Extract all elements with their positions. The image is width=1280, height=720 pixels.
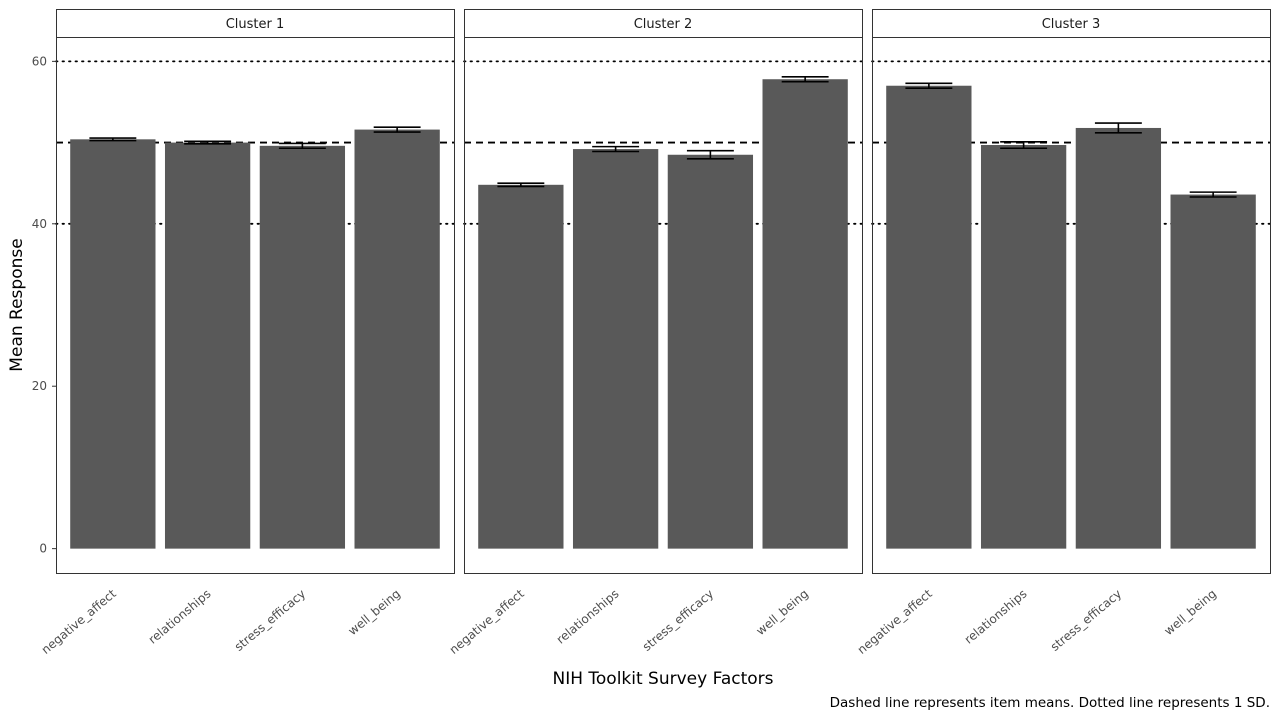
error-bar [781, 75, 829, 83]
bar-negative_affect [70, 139, 156, 549]
x-tick-label: well_being [1161, 587, 1219, 638]
panel-1: Cluster 1 negative_affect relationships str… [39, 9, 455, 657]
facet-strip-label: Cluster 3 [1042, 17, 1101, 32]
x-axis-title: NIH Toolkit Survey Factors [552, 669, 773, 689]
y-tick-label: 60 [32, 54, 47, 68]
error-bar [497, 182, 545, 188]
panel-border [56, 37, 455, 574]
error-bar [1094, 122, 1142, 134]
facet-strip [464, 9, 863, 38]
x-tick-label: stress_efficacy [640, 587, 717, 654]
bar-relationships [572, 149, 659, 549]
panel-border [872, 37, 1271, 574]
y-axis-title: Mean Response [7, 238, 27, 371]
bar-well_being [762, 79, 848, 549]
y-tick-label: 0 [39, 542, 47, 556]
error-bar [278, 142, 326, 150]
bar-well_being [1170, 194, 1256, 549]
x-tick-label: negative_affect [39, 586, 119, 657]
x-tick-label: relationships [554, 587, 622, 647]
error-bar [592, 145, 640, 153]
error-bar [1000, 140, 1048, 150]
y-tick-label: 20 [32, 379, 47, 393]
error-bar [686, 149, 734, 160]
error-bar [1189, 191, 1237, 198]
y-axis: 0 20 40 60 [32, 54, 56, 556]
facet-strip [872, 9, 1271, 38]
error-bar [89, 137, 137, 142]
facet-strip [56, 9, 455, 38]
bar-negative_affect [478, 184, 564, 549]
x-tick-label: well_being [753, 587, 811, 638]
error-bar [905, 82, 953, 89]
bar-well_being [354, 129, 440, 549]
bar-stress_efficacy [1075, 127, 1162, 549]
panel-border [464, 37, 863, 574]
panel-3: Cluster 3 negative_affect relationships str… [855, 9, 1271, 657]
x-tick-label: relationships [962, 587, 1030, 647]
x-tick-label: relationships [146, 587, 214, 647]
x-tick-label: well_being [345, 587, 403, 638]
bar-relationships [164, 142, 251, 549]
bar-stress_efficacy [667, 154, 754, 549]
x-tick-label: negative_affect [855, 586, 935, 657]
panels-layer: Cluster 1 negative_affect relationships str… [39, 9, 1271, 657]
x-tick-label: negative_affect [447, 586, 527, 657]
chart-caption: Dashed line represents item means. Dotte… [830, 695, 1270, 711]
bar-relationships [980, 145, 1067, 549]
error-bar [184, 140, 232, 145]
facet-strip-label: Cluster 2 [634, 17, 693, 32]
facet-strip-label: Cluster 1 [226, 17, 285, 32]
bar-negative_affect [886, 85, 972, 549]
error-bar [373, 126, 421, 133]
x-tick-label: stress_efficacy [232, 587, 309, 654]
bar-stress_efficacy [259, 145, 346, 549]
y-tick-label: 40 [32, 217, 47, 231]
panel-2: Cluster 2 negative_affect relationships str… [447, 9, 863, 657]
x-tick-label: stress_efficacy [1048, 587, 1125, 654]
